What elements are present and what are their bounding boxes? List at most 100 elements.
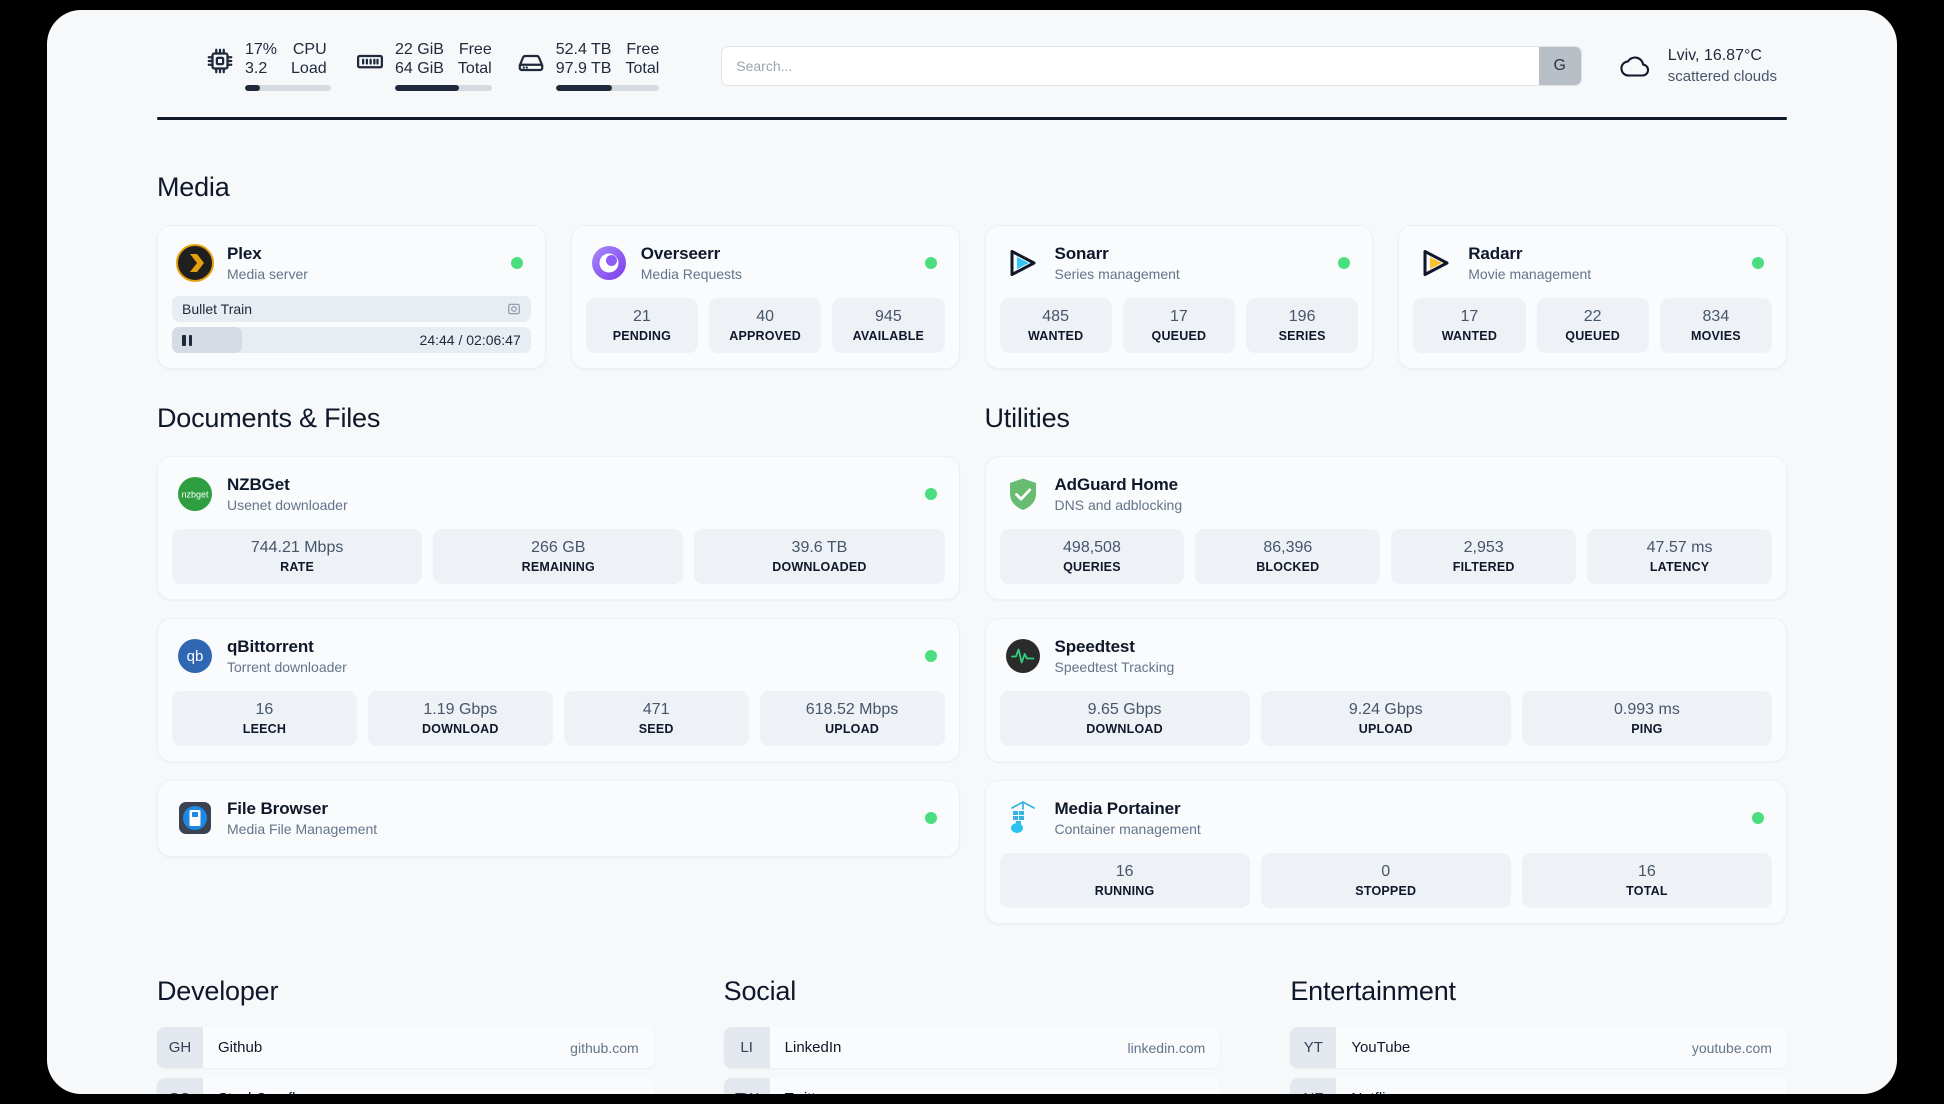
stat-value: 945 xyxy=(875,308,902,325)
stat-tiles: 485 WANTED 17 QUEUED 196 SERIES xyxy=(999,298,1359,353)
card-names: File Browser Media File Management xyxy=(227,799,912,837)
memory-total-value: 64 GiB xyxy=(395,60,444,77)
memory-usage-bar xyxy=(395,85,492,91)
disk-stat-group: 52.4 TB 97.9 TB Free Total xyxy=(516,40,660,91)
service-card-overseerr[interactable]: Overseerr Media Requests 21 PENDING 40 A… xyxy=(570,225,960,369)
memory-stat-group: 22 GiB 64 GiB Free Total xyxy=(355,40,492,91)
bookmark-group-entertainment: Entertainment YT YouTube youtube.com NF … xyxy=(1290,976,1787,1094)
card-names: Sonarr Series management xyxy=(1055,244,1326,282)
stat-label: QUEUED xyxy=(1565,329,1620,343)
stat-label: SERIES xyxy=(1278,329,1326,343)
stat-label: UPLOAD xyxy=(1358,722,1413,736)
card-title: NZBGet xyxy=(227,475,290,494)
stat-tile: 17 QUEUED xyxy=(1122,298,1235,353)
stat-tiles: 9.65 Gbps DOWNLOAD 9.24 Gbps UPLOAD 0.99… xyxy=(999,691,1773,746)
bookmark-abbr: NF xyxy=(1290,1078,1337,1094)
utilities-cards: AdGuard Home DNS and adblocking 498,508 … xyxy=(984,456,1787,924)
media-section: Media Plex Media server xyxy=(157,172,1787,369)
bookmark-item-netflix[interactable]: NF Netflix netflix.com xyxy=(1290,1078,1787,1094)
disk-total-label: Total xyxy=(625,60,660,77)
media-section-title: Media xyxy=(157,172,230,202)
stat-value: 618.52 Mbps xyxy=(805,701,899,718)
disk-total-value: 97.9 TB xyxy=(555,60,612,77)
stat-tile: 744.21 Mbps RATE xyxy=(172,529,423,584)
card-subtitle: Usenet downloader xyxy=(227,497,348,513)
playback-progress-bar[interactable]: 24:44 / 02:06:47 xyxy=(172,327,531,353)
memory-stat-body: 22 GiB 64 GiB Free Total xyxy=(395,40,492,91)
now-playing-title: Bullet Train xyxy=(182,301,253,317)
memory-labels: Free Total xyxy=(458,40,492,78)
stat-label: APPROVED xyxy=(729,329,801,343)
card-subtitle: Media Requests xyxy=(640,266,742,282)
memory-values: 22 GiB 64 GiB xyxy=(395,40,444,78)
stat-tile: 21 PENDING xyxy=(585,298,698,353)
card-names: Speedtest Speedtest Tracking xyxy=(1055,637,1769,675)
stat-tile: 0.993 ms PING xyxy=(1521,691,1773,746)
bookmark-url: stackoverflow.com xyxy=(524,1078,653,1095)
bookmark-item-github[interactable]: GH Github github.com xyxy=(157,1027,654,1068)
stat-tile: 47.57 ms LATENCY xyxy=(1587,529,1772,584)
adguard-logo-icon xyxy=(1004,475,1042,513)
playback-duration: 02:06:47 xyxy=(466,332,521,348)
bookmark-item-stackoverflow[interactable]: SO StackOverflow stackoverflow.com xyxy=(157,1078,654,1094)
stat-tiles: 17 WANTED 22 QUEUED 834 MOVIES xyxy=(1413,298,1772,353)
card-names: Media Portainer Container management xyxy=(1055,799,1740,837)
stat-tile: 1.19 Gbps DOWNLOAD xyxy=(367,691,553,746)
pause-icon[interactable] xyxy=(182,334,192,346)
status-indicator-dot xyxy=(1752,257,1764,269)
bookmark-item-linkedin[interactable]: LI LinkedIn linkedin.com xyxy=(723,1027,1221,1068)
service-card-speedtest[interactable]: Speedtest Speedtest Tracking 9.65 Gbps D… xyxy=(984,618,1787,762)
card-subtitle: Media server xyxy=(227,266,308,282)
status-indicator-dot xyxy=(924,488,937,500)
playback-elapsed: 24:44 xyxy=(419,332,455,348)
card-title: Radarr xyxy=(1468,244,1523,263)
bookmark-url: twitter.com xyxy=(1138,1078,1220,1095)
service-card-plex[interactable]: Plex Media server Bullet Train xyxy=(157,225,546,369)
stat-label: LATENCY xyxy=(1649,560,1710,574)
stat-value: 17 xyxy=(1460,308,1479,325)
search-engine-button[interactable]: G xyxy=(1538,46,1581,85)
search-box[interactable]: G xyxy=(721,45,1582,86)
cpu-values: 17% 3.2 xyxy=(245,40,277,78)
bookmark-item-twitter[interactable]: TW Twitter twitter.com xyxy=(723,1078,1221,1095)
service-card-file-browser[interactable]: File Browser Media File Management xyxy=(157,780,960,857)
stat-tile: 2,953 FILTERED xyxy=(1391,529,1577,584)
stat-value: 86,396 xyxy=(1263,539,1313,556)
bookmark-url: github.com xyxy=(570,1039,639,1056)
stat-value: 16 xyxy=(255,701,274,718)
cpu-stat-rows: 17% 3.2 CPU Load xyxy=(245,40,331,78)
card-title: AdGuard Home xyxy=(1054,475,1179,494)
service-card-media-portainer[interactable]: Media Portainer Container management 16 … xyxy=(984,780,1787,924)
stat-tile: 485 WANTED xyxy=(999,298,1112,353)
card-subtitle: Movie management xyxy=(1468,266,1592,282)
stat-label: STOPPED xyxy=(1355,884,1417,898)
playback-separator: / xyxy=(458,332,463,348)
service-card-qbittorrent[interactable]: qb qBittorrent Torrent downloader xyxy=(157,618,960,762)
stat-tile: 39.6 TB DOWNLOADED xyxy=(694,529,945,584)
plex-player: Bullet Train 24:44 / 02:06:4 xyxy=(172,296,531,353)
memory-icon xyxy=(355,46,385,76)
plex-logo-icon xyxy=(176,244,214,282)
stat-label: TOTAL xyxy=(1626,884,1668,898)
service-card-radarr[interactable]: Radarr Movie management 17 WANTED 22 QUE… xyxy=(1398,225,1787,369)
stat-label: DOWNLOADED xyxy=(772,560,867,574)
bookmark-list: YT YouTube youtube.com NF Netflix netfli… xyxy=(1290,1027,1787,1094)
bookmark-item-youtube[interactable]: YT YouTube youtube.com xyxy=(1290,1027,1787,1068)
dashboard-window: 17% 3.2 CPU Load xyxy=(47,10,1897,1094)
card-subtitle: Speedtest Tracking xyxy=(1054,659,1175,675)
bookmark-url: netflix.com xyxy=(1705,1078,1787,1095)
stat-label: WANTED xyxy=(1441,329,1498,343)
bookmarks-area: Developer GH Github github.com SO StackO… xyxy=(157,976,1787,1094)
stat-label: SEED xyxy=(638,722,674,736)
search-input[interactable] xyxy=(722,46,1539,85)
card-title: qBittorrent xyxy=(227,637,314,656)
bookmark-name: LinkedIn xyxy=(784,1039,842,1056)
stat-label: UPLOAD xyxy=(825,722,880,736)
cast-icon[interactable] xyxy=(507,302,521,316)
service-card-adguard-home[interactable]: AdGuard Home DNS and adblocking 498,508 … xyxy=(984,456,1787,600)
service-card-sonarr[interactable]: Sonarr Series management 485 WANTED 17 Q… xyxy=(984,225,1374,369)
service-card-nzbget[interactable]: nzbget NZBGet Usenet downloader 74 xyxy=(157,456,960,600)
stat-label: WANTED xyxy=(1027,329,1084,343)
stat-tile: 40 APPROVED xyxy=(709,298,822,353)
disk-free-label: Free xyxy=(626,41,660,58)
